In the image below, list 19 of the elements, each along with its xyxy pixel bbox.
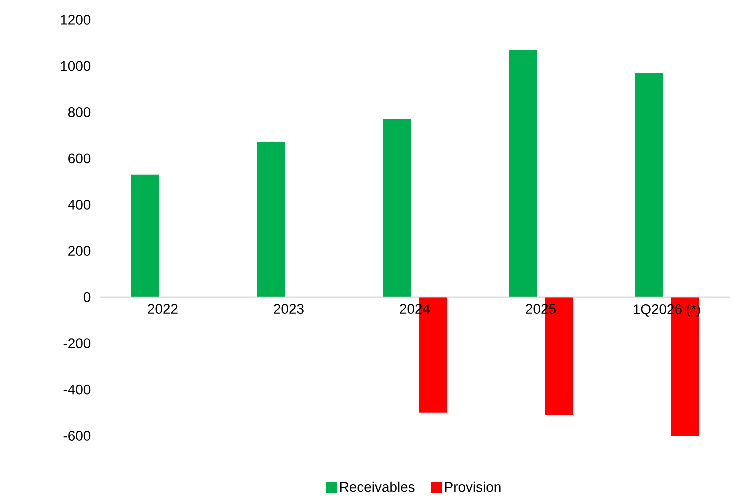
bar xyxy=(635,73,664,298)
bar xyxy=(509,50,538,298)
bar xyxy=(131,174,159,298)
x-tick-label: 2023 xyxy=(274,304,304,314)
legend-label: Provision xyxy=(445,482,501,492)
y-tick-label: -200 xyxy=(64,338,91,348)
y-tick-label: 800 xyxy=(68,107,91,118)
y-tick-label: 0 xyxy=(84,292,91,302)
y-tick-label: 200 xyxy=(68,246,91,256)
bar xyxy=(383,119,412,298)
y-tick-label: 400 xyxy=(68,200,91,210)
x-tick-label: 2022 xyxy=(148,304,178,314)
y-tick-label: -600 xyxy=(64,431,91,441)
legend-label: Receivables xyxy=(340,482,415,492)
y-tick-label: 600 xyxy=(68,154,91,164)
bar xyxy=(257,142,286,298)
y-tick-label: -400 xyxy=(64,384,91,395)
y-tick-label: 1000 xyxy=(61,61,91,72)
y-tick-label: 1200 xyxy=(61,15,91,25)
